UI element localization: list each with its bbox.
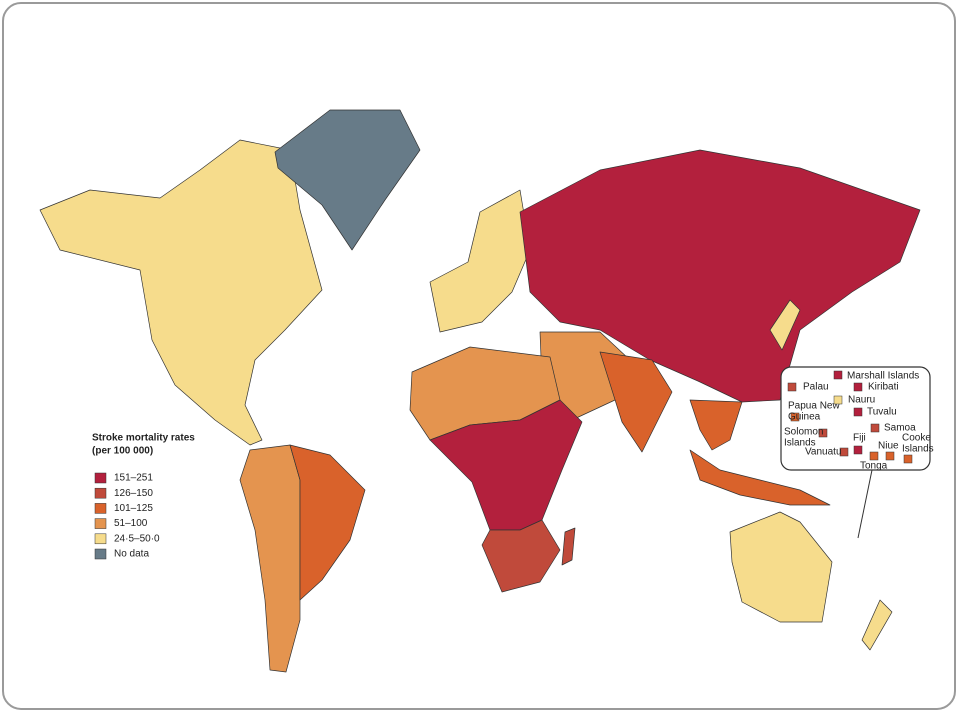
island-swatch [853, 445, 863, 455]
madagascar [561, 527, 576, 566]
legend-label: 151–251 [114, 473, 153, 484]
island-label: Nauru [848, 395, 875, 406]
island-swatch [869, 451, 879, 461]
island-swatch [870, 423, 880, 433]
southern-africa [481, 519, 561, 593]
legend-label: No data [114, 549, 149, 560]
island-swatch [818, 428, 828, 438]
island-label: Islands [902, 444, 934, 455]
legend-swatch [94, 487, 107, 499]
legend-title: (per 100 000) [92, 446, 153, 457]
legend-swatch [94, 472, 107, 484]
island-swatch [787, 382, 797, 392]
island-swatch [839, 447, 849, 457]
island-label: Palau [803, 382, 829, 393]
island-swatch [833, 370, 843, 380]
legend-swatch [94, 533, 107, 545]
island-label: Tonga [860, 461, 888, 472]
island-swatch [790, 412, 800, 422]
island-swatch [885, 451, 895, 461]
island-label: Marshall Islands [847, 371, 919, 382]
legend-label: 24·5–50·0 [114, 533, 160, 544]
island-label: Tuvalu [867, 407, 897, 418]
legend-label: 51–100 [114, 518, 148, 529]
world-map [39, 109, 921, 673]
north-america [39, 139, 323, 446]
brazil [289, 444, 366, 601]
island-swatch [853, 407, 863, 417]
legend-swatch [94, 548, 107, 560]
island-label: Niue [878, 441, 899, 452]
island-label: Guinea [788, 412, 821, 423]
new-zealand [861, 599, 893, 651]
legend-title: Stroke mortality rates [92, 433, 195, 444]
australia [729, 511, 833, 623]
island-swatch [853, 382, 863, 392]
central-africa [429, 399, 583, 531]
indonesia [689, 449, 831, 506]
island-label: Samoa [884, 423, 916, 434]
russia-china [519, 149, 921, 403]
greenland [274, 109, 421, 251]
island-label: Vanuatu [805, 447, 842, 458]
island-label: Islands [784, 438, 816, 449]
island-label: Fiji [853, 433, 866, 444]
inset-pointer [857, 469, 873, 539]
island-swatch [833, 395, 843, 405]
legend-swatch [94, 518, 107, 529]
japan [769, 299, 801, 351]
south-asia [599, 351, 673, 453]
island-label: Solomon [784, 427, 823, 438]
legend-label: 101–125 [114, 503, 153, 514]
southeast-asia [689, 399, 743, 451]
inset-box [780, 366, 931, 471]
island-label: Cooke [902, 433, 931, 444]
legend-swatch [94, 503, 107, 514]
island-label: Kiribati [868, 382, 899, 393]
island-label: Papua New [788, 401, 840, 412]
island-swatch [903, 454, 913, 464]
legend-label: 126–150 [114, 488, 153, 499]
